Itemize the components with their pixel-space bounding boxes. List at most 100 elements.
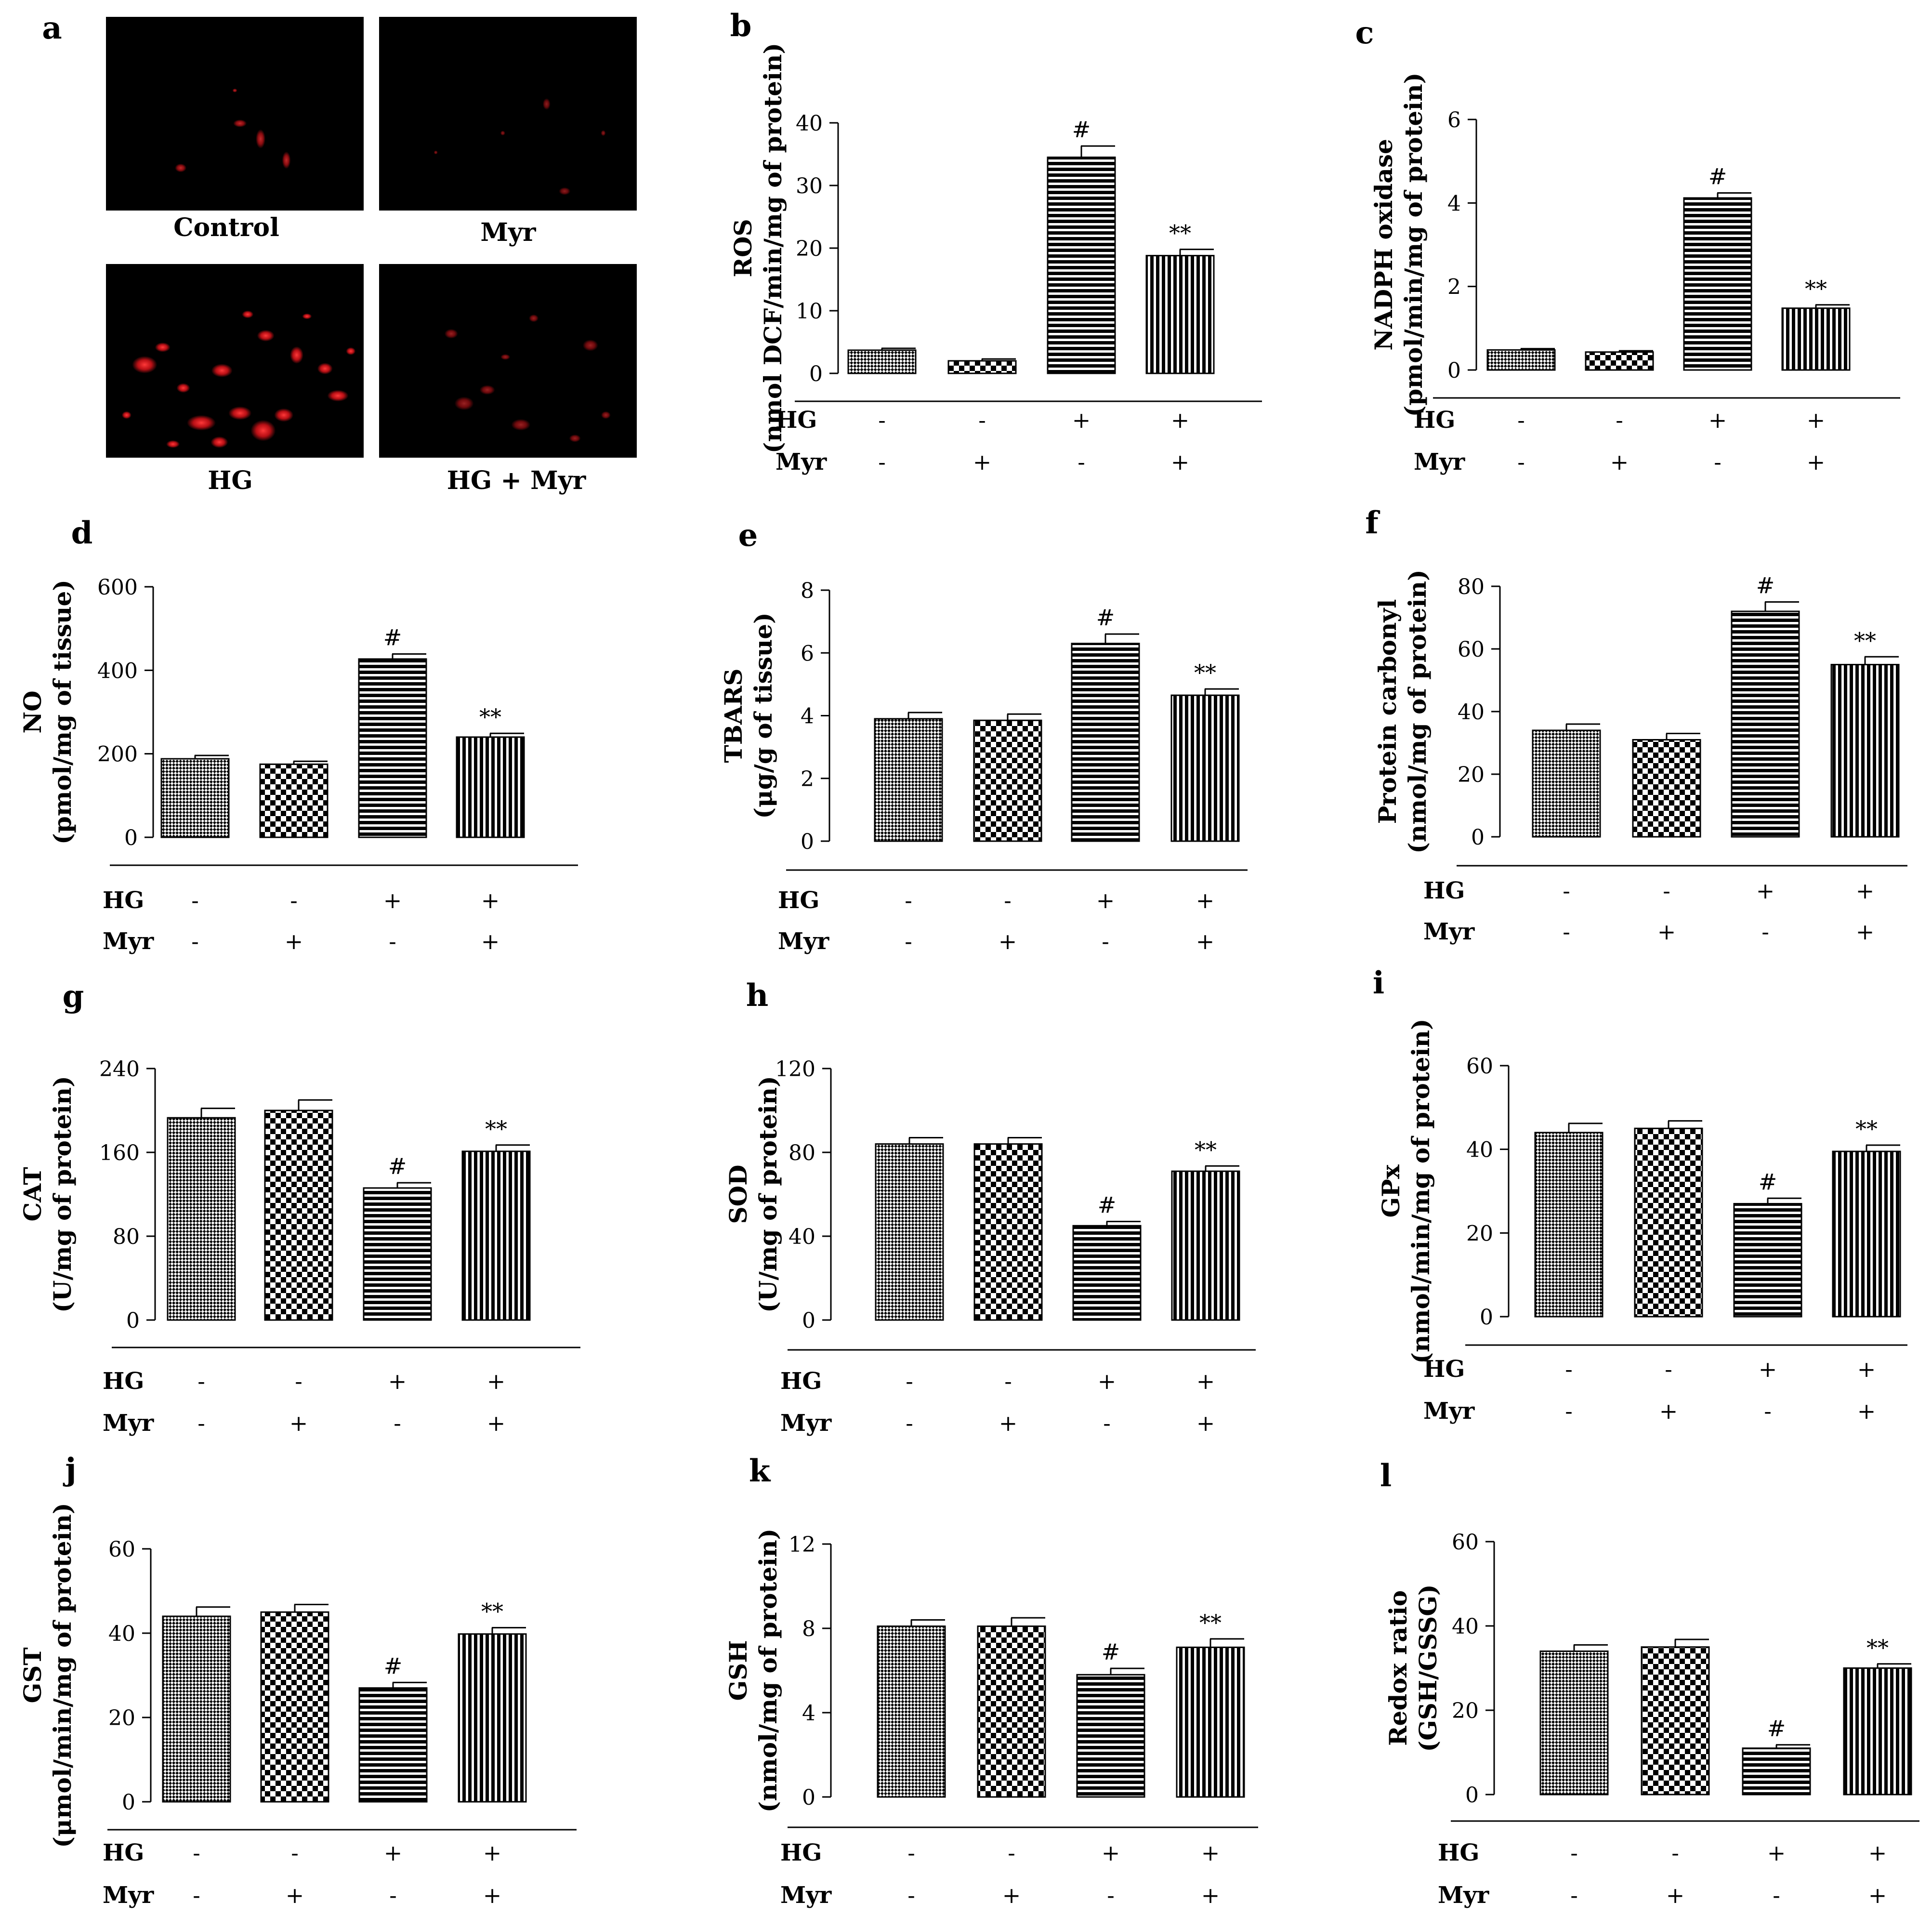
stain-spot [511, 419, 531, 431]
treatment-label: HG [775, 407, 817, 434]
treatment-sign: + [1098, 1368, 1117, 1394]
treatment-sign: - [1563, 919, 1570, 945]
y-axis-title: CAT(U/mg of protein) [18, 1076, 77, 1313]
bar [1634, 1127, 1703, 1318]
stain-spot [601, 411, 611, 419]
stain-spot [444, 329, 458, 339]
bar [1632, 739, 1701, 838]
bar [1170, 694, 1240, 842]
stain-spot [317, 363, 333, 375]
treatment-sign: + [999, 928, 1017, 954]
treatment-sign: - [1004, 887, 1012, 913]
chart-panel-k: k 0 4 8 12 GSH(nmol/mg of protein) # ** HG - - + + My… [724, 1453, 1258, 1909]
bar [167, 1117, 236, 1321]
y-tick-label: 6 [801, 641, 814, 666]
bar [1641, 1646, 1710, 1796]
treatment-sign: + [1196, 928, 1215, 954]
treatment-sign: - [1563, 878, 1570, 904]
treatment-sign: + [1807, 449, 1826, 475]
bar [1534, 1132, 1603, 1318]
treatment-sign: - [1565, 1398, 1573, 1424]
treatment-sign: - [193, 1840, 200, 1866]
stain-spot [454, 396, 474, 410]
bar [973, 1143, 1043, 1321]
bar [363, 1187, 432, 1321]
treatment-sign: - [1107, 1882, 1115, 1908]
y-tick-label: 160 [99, 1141, 140, 1165]
treatment-sign: + [483, 1840, 502, 1866]
significance-marker: # [1098, 1192, 1117, 1218]
stain-spot [289, 346, 303, 364]
y-axis-title-line: ROS [729, 219, 757, 277]
y-axis-title: TBARS(μg/g of tissue) [719, 612, 777, 819]
bar [874, 718, 943, 842]
significance-marker: ** [1866, 1635, 1889, 1661]
treatment-sign: - [197, 1410, 205, 1436]
treatment-label: Myr [1414, 449, 1465, 475]
treatment-label: Myr [780, 1410, 832, 1437]
treatment-sign: - [193, 1882, 200, 1908]
panel-letter-h: h [746, 977, 769, 1014]
y-axis-title-line: (nmol/mg of protein) [1403, 569, 1432, 854]
y-tick-label: 0 [802, 1308, 815, 1333]
panel-letter-i: i [1373, 965, 1384, 1001]
panel-letter-g: g [63, 978, 84, 1015]
treatment-label: HG [1414, 407, 1455, 434]
treatment-sign: - [389, 1882, 397, 1908]
stain-spot [155, 342, 171, 352]
treatment-sign: + [481, 928, 500, 954]
stain-spot [132, 356, 158, 374]
stain-spot [500, 131, 505, 136]
significance-marker: # [388, 1153, 407, 1179]
treatment-label: Myr [780, 1882, 832, 1909]
treatment-sign: - [905, 887, 912, 913]
y-tick-label: 6 [1447, 108, 1461, 132]
y-tick-label: 60 [1458, 637, 1485, 662]
significance-marker: ** [1199, 1610, 1222, 1636]
treatment-sign: + [1857, 1356, 1876, 1382]
treatment-sign: + [1807, 407, 1826, 433]
bar [1176, 1646, 1245, 1798]
y-axis-title: GPx(nmol/min/mg of protein) [1377, 1018, 1435, 1363]
significance-marker: ** [1855, 1116, 1878, 1142]
treatment-sign: - [394, 1410, 401, 1436]
treatment-sign: + [999, 1410, 1018, 1436]
panel-letter-d: d [71, 515, 93, 551]
chart-panel-b: b 0 10 20 30 40 ROS(nmol DCF/min/mg of protein… [729, 8, 1262, 475]
y-tick-label: 12 [789, 1532, 815, 1557]
treatment-sign: - [291, 1840, 299, 1866]
micrograph-caption: HG [208, 466, 253, 495]
y-tick-label: 20 [796, 237, 823, 261]
y-axis-title: NO(pmol/mg of tissue) [18, 580, 77, 845]
treatment-label: HG [103, 1839, 144, 1866]
treatment-sign: + [1756, 878, 1775, 904]
y-tick-label: 60 [108, 1537, 135, 1562]
y-tick-label: 60 [1452, 1530, 1479, 1555]
treatment-sign: + [1002, 1882, 1021, 1908]
treatment-sign: + [1171, 407, 1190, 433]
treatment-sign: - [978, 407, 986, 433]
y-tick-label: 2 [1447, 275, 1461, 300]
treatment-sign: + [483, 1882, 502, 1908]
panel-letter-e: e [738, 517, 758, 554]
bar [1532, 729, 1601, 838]
bar [358, 1687, 428, 1803]
y-axis-title-line: CAT [18, 1167, 47, 1221]
treatment-label: HG [103, 1368, 144, 1395]
stain-spot [186, 415, 216, 431]
significance-marker: # [384, 1653, 403, 1679]
bar [1486, 349, 1556, 371]
treatment-sign: + [487, 1368, 506, 1394]
bar [162, 1615, 231, 1803]
treatment-label: Myr [1423, 1398, 1475, 1425]
y-tick-label: 200 [97, 742, 138, 767]
stain-spot [582, 339, 598, 351]
y-axis-title-line: Redox ratio [1384, 1590, 1412, 1746]
significance-marker: ** [485, 1116, 507, 1142]
stain-spot [175, 163, 187, 172]
panel-letter-f: f [1365, 505, 1380, 541]
significance-marker: ** [479, 704, 501, 730]
y-tick-label: 0 [809, 362, 823, 386]
